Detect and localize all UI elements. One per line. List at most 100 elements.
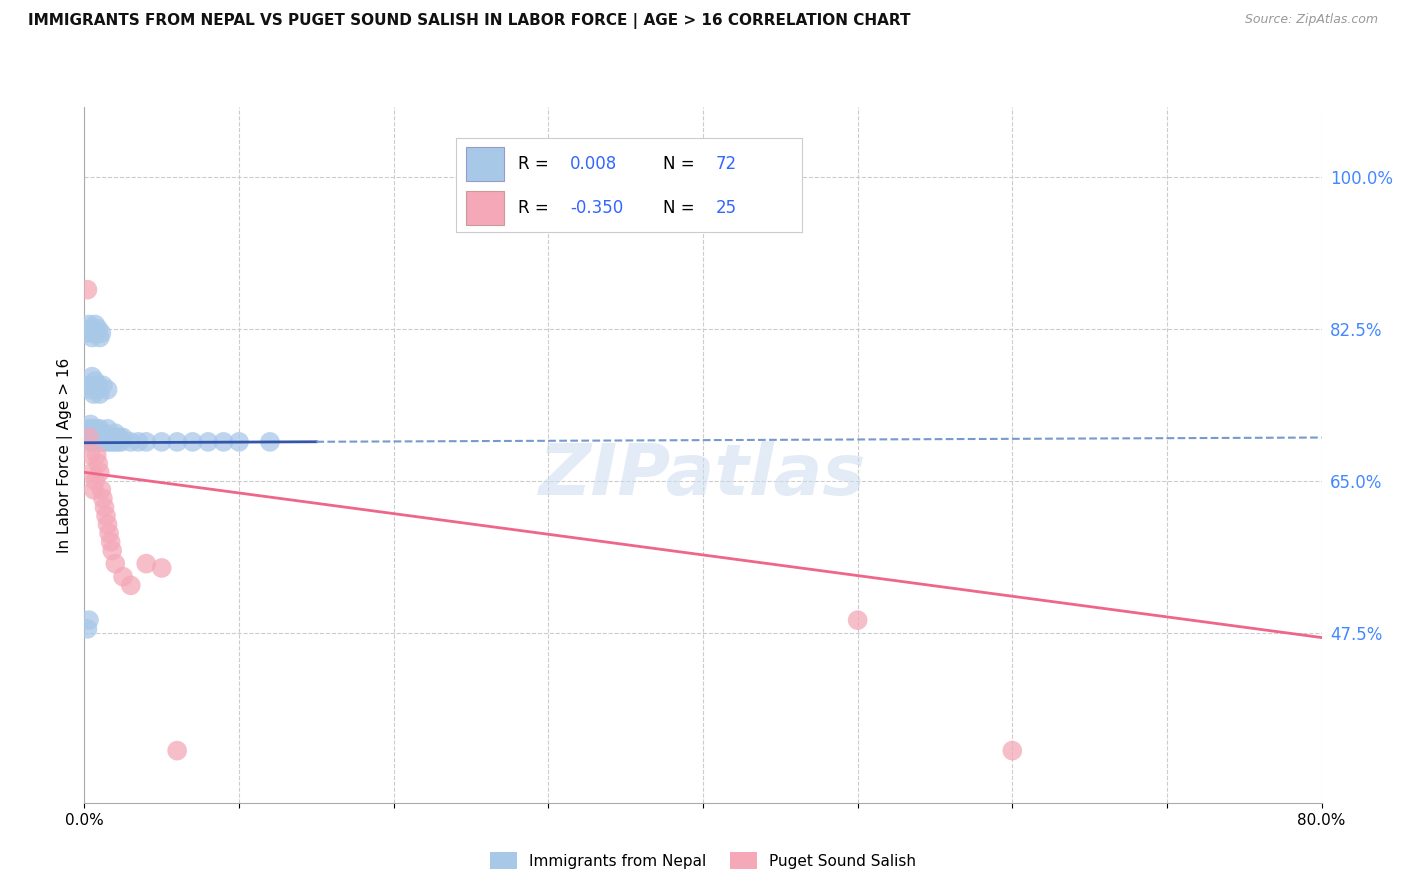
- Point: [150, 434, 173, 449]
- Point: [82, 434, 104, 449]
- Text: Source: ZipAtlas.com: Source: ZipAtlas.com: [1244, 13, 1378, 27]
- Point: [76, 326, 98, 341]
- Point: [100, 431, 122, 445]
- Point: [79, 383, 101, 397]
- Point: [104, 426, 127, 441]
- Point: [83, 431, 105, 445]
- Y-axis label: In Labor Force | Age > 16: In Labor Force | Age > 16: [58, 358, 73, 552]
- Point: [86, 434, 108, 449]
- Legend: Immigrants from Nepal, Puget Sound Salish: Immigrants from Nepal, Puget Sound Salis…: [484, 846, 922, 875]
- Point: [100, 535, 122, 549]
- Text: 25: 25: [716, 199, 737, 217]
- Point: [83, 387, 105, 401]
- Point: [86, 326, 108, 341]
- Point: [86, 431, 108, 445]
- Point: [101, 543, 124, 558]
- Point: [94, 434, 117, 449]
- Point: [87, 378, 110, 392]
- Point: [120, 578, 142, 592]
- Point: [83, 422, 105, 436]
- Point: [86, 383, 108, 397]
- Text: R =: R =: [517, 199, 554, 217]
- Point: [79, 322, 101, 336]
- Point: [103, 431, 125, 445]
- Text: 0.008: 0.008: [569, 154, 617, 173]
- Point: [91, 434, 114, 449]
- Text: 72: 72: [716, 154, 737, 173]
- Point: [84, 474, 107, 488]
- Point: [94, 508, 117, 523]
- Point: [89, 387, 111, 401]
- Text: N =: N =: [664, 199, 700, 217]
- Text: IMMIGRANTS FROM NEPAL VS PUGET SOUND SALISH IN LABOR FORCE | AGE > 16 CORRELATIO: IMMIGRANTS FROM NEPAL VS PUGET SOUND SAL…: [28, 13, 911, 29]
- Point: [150, 561, 173, 575]
- Point: [212, 434, 235, 449]
- Point: [105, 431, 128, 445]
- Point: [77, 434, 100, 449]
- Point: [87, 434, 110, 449]
- Point: [86, 422, 108, 436]
- Point: [82, 466, 104, 480]
- Point: [86, 448, 108, 462]
- Point: [79, 448, 101, 462]
- Point: [93, 431, 115, 445]
- Point: [128, 434, 150, 449]
- Point: [82, 431, 104, 445]
- Point: [84, 431, 107, 445]
- Point: [97, 422, 120, 436]
- Point: [228, 434, 250, 449]
- Point: [83, 326, 105, 341]
- Point: [84, 374, 107, 388]
- Point: [89, 422, 111, 436]
- Point: [846, 613, 869, 627]
- Point: [259, 434, 281, 449]
- Point: [112, 431, 135, 445]
- Point: [83, 434, 105, 449]
- Text: R =: R =: [517, 154, 554, 173]
- Point: [76, 431, 98, 445]
- Point: [84, 318, 107, 332]
- Point: [135, 434, 157, 449]
- Point: [82, 330, 104, 344]
- Point: [82, 369, 104, 384]
- Point: [91, 491, 114, 506]
- Point: [87, 322, 110, 336]
- Point: [166, 744, 188, 758]
- Point: [87, 426, 110, 441]
- Point: [97, 517, 120, 532]
- Point: [76, 622, 98, 636]
- Point: [79, 431, 101, 445]
- Point: [98, 526, 121, 541]
- Point: [89, 431, 111, 445]
- Point: [91, 426, 114, 441]
- Point: [104, 557, 127, 571]
- Point: [98, 434, 121, 449]
- Point: [79, 417, 101, 432]
- Text: -0.350: -0.350: [569, 199, 623, 217]
- Point: [93, 500, 115, 514]
- Point: [166, 434, 188, 449]
- Point: [108, 431, 131, 445]
- Point: [76, 283, 98, 297]
- Point: [77, 378, 100, 392]
- Point: [97, 431, 120, 445]
- Point: [90, 483, 112, 497]
- Point: [107, 434, 129, 449]
- Point: [135, 557, 157, 571]
- Point: [84, 434, 107, 449]
- Point: [77, 422, 100, 436]
- Point: [89, 330, 111, 344]
- Point: [83, 483, 105, 497]
- Point: [101, 434, 124, 449]
- FancyBboxPatch shape: [465, 191, 503, 225]
- Point: [77, 318, 100, 332]
- Point: [112, 570, 135, 584]
- Point: [82, 422, 104, 436]
- Point: [97, 383, 120, 397]
- Point: [120, 434, 142, 449]
- Text: N =: N =: [664, 154, 700, 173]
- Point: [84, 422, 107, 436]
- Point: [104, 434, 127, 449]
- FancyBboxPatch shape: [465, 147, 503, 180]
- Point: [91, 378, 114, 392]
